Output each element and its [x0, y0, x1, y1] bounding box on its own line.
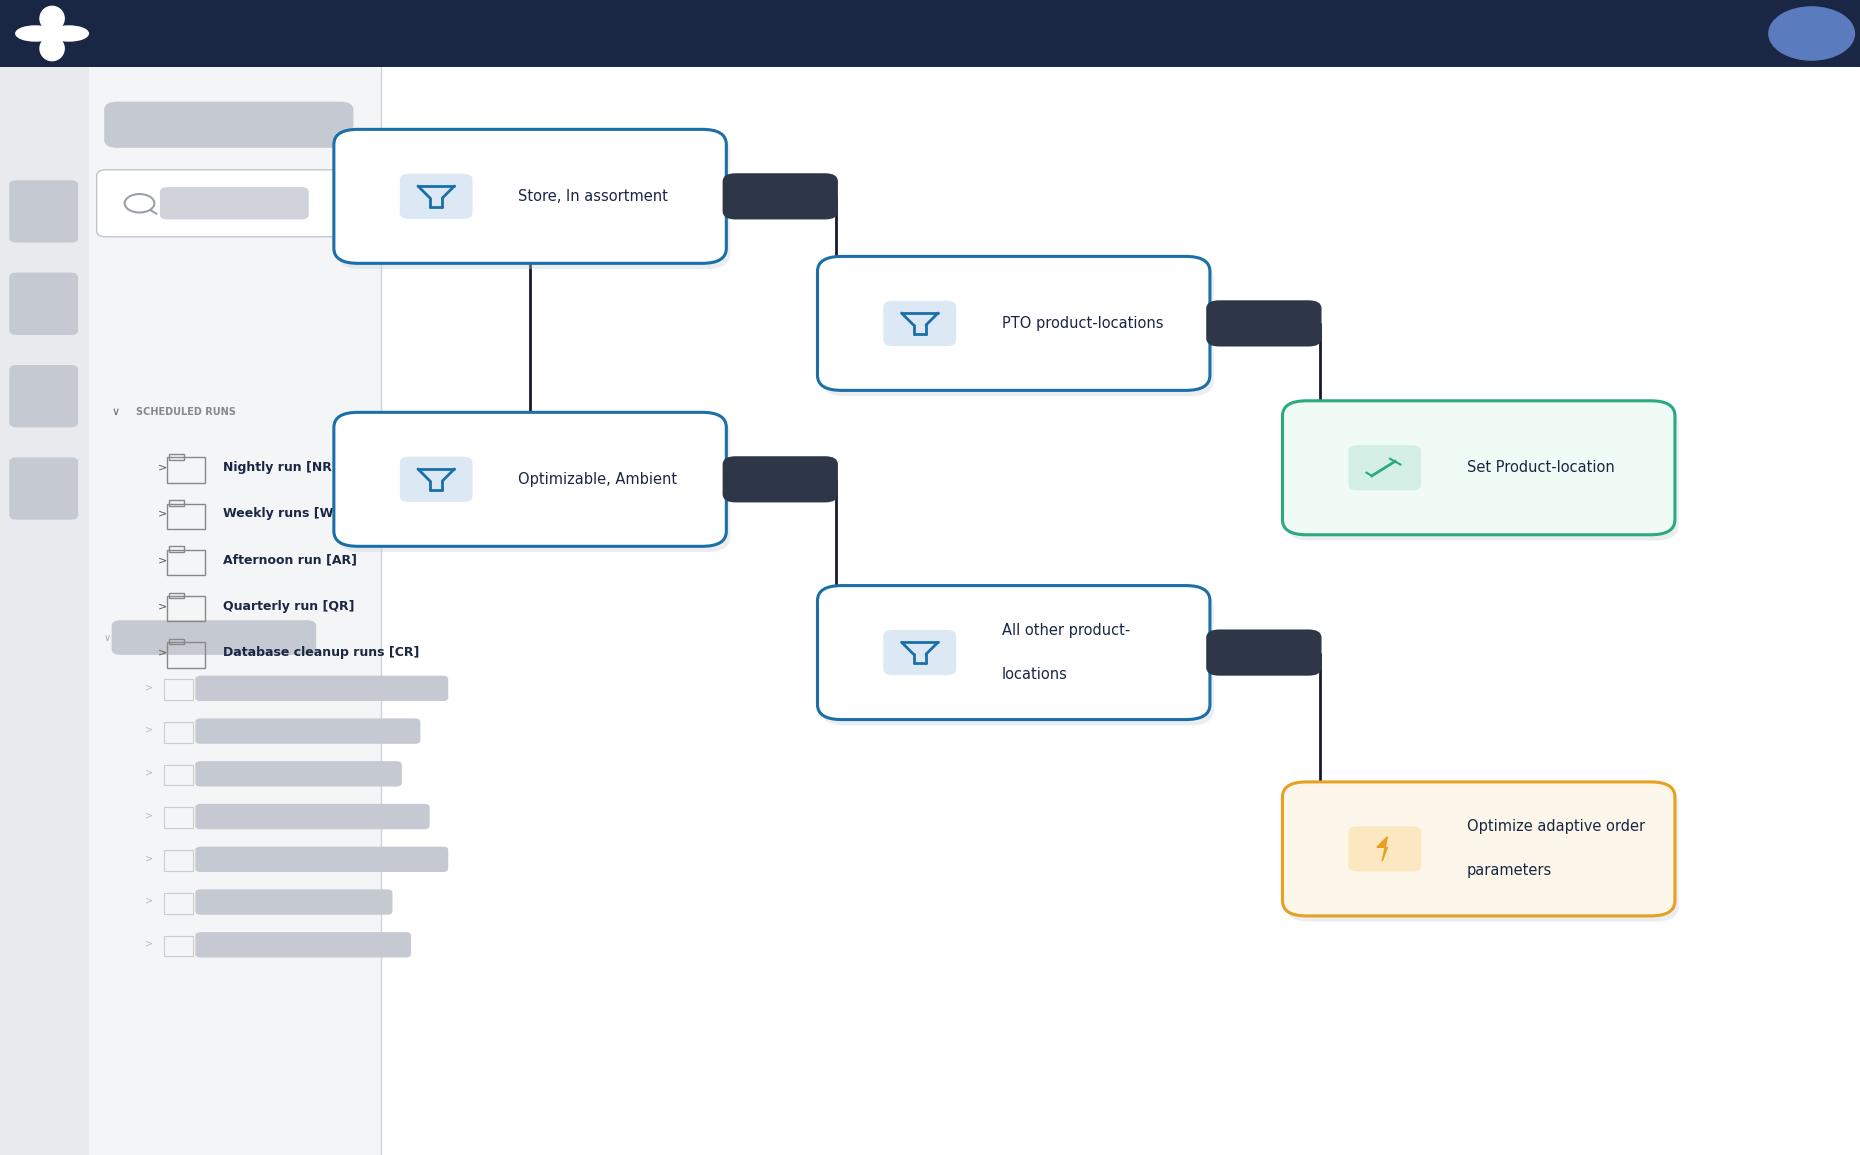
FancyBboxPatch shape — [820, 262, 1213, 396]
FancyBboxPatch shape — [1205, 629, 1322, 676]
Text: Weekly runs [WR]: Weekly runs [WR] — [223, 507, 350, 521]
Ellipse shape — [41, 6, 65, 31]
FancyBboxPatch shape — [195, 889, 392, 915]
Text: Set Product-location: Set Product-location — [1466, 461, 1614, 475]
FancyBboxPatch shape — [333, 412, 725, 546]
FancyBboxPatch shape — [884, 300, 956, 346]
FancyBboxPatch shape — [1205, 300, 1322, 346]
FancyBboxPatch shape — [0, 0, 1860, 67]
FancyBboxPatch shape — [818, 586, 1209, 720]
Ellipse shape — [50, 27, 89, 42]
FancyBboxPatch shape — [112, 620, 316, 655]
Text: >: > — [145, 725, 153, 735]
FancyBboxPatch shape — [195, 847, 448, 872]
FancyBboxPatch shape — [9, 365, 78, 427]
FancyBboxPatch shape — [160, 187, 309, 219]
Text: Database cleanup runs [CR]: Database cleanup runs [CR] — [223, 646, 420, 660]
FancyBboxPatch shape — [1285, 407, 1678, 541]
FancyBboxPatch shape — [195, 718, 420, 744]
FancyBboxPatch shape — [722, 456, 837, 502]
Text: >: > — [145, 768, 153, 777]
Text: Store, In assortment: Store, In assortment — [517, 189, 668, 203]
FancyBboxPatch shape — [195, 804, 430, 829]
Ellipse shape — [41, 36, 65, 60]
FancyBboxPatch shape — [820, 591, 1213, 725]
FancyBboxPatch shape — [195, 676, 448, 701]
FancyBboxPatch shape — [333, 129, 725, 263]
FancyBboxPatch shape — [195, 932, 411, 957]
FancyBboxPatch shape — [9, 273, 78, 335]
Text: locations: locations — [1001, 668, 1068, 681]
FancyBboxPatch shape — [104, 102, 353, 148]
FancyBboxPatch shape — [9, 180, 78, 243]
Circle shape — [1769, 7, 1854, 60]
Text: >: > — [145, 811, 153, 820]
Text: >: > — [158, 556, 167, 565]
Text: >: > — [158, 602, 167, 611]
Text: ∨: ∨ — [104, 633, 112, 642]
Polygon shape — [1376, 836, 1388, 862]
FancyBboxPatch shape — [884, 629, 956, 676]
Text: PTO product-locations: PTO product-locations — [1001, 316, 1162, 330]
Text: SCHEDULED RUNS: SCHEDULED RUNS — [136, 408, 236, 417]
FancyBboxPatch shape — [1348, 826, 1421, 872]
Text: >: > — [145, 939, 153, 948]
FancyBboxPatch shape — [400, 456, 472, 502]
FancyBboxPatch shape — [0, 67, 89, 1155]
Text: >: > — [145, 683, 153, 692]
FancyBboxPatch shape — [97, 170, 372, 237]
Text: >: > — [145, 896, 153, 906]
Text: >: > — [158, 509, 167, 519]
Text: >: > — [158, 463, 167, 472]
FancyBboxPatch shape — [195, 761, 402, 787]
FancyBboxPatch shape — [1348, 445, 1421, 491]
Text: >: > — [145, 854, 153, 863]
Text: parameters: parameters — [1466, 864, 1551, 878]
Text: Afternoon run [AR]: Afternoon run [AR] — [223, 553, 357, 567]
FancyBboxPatch shape — [381, 67, 1860, 1155]
Text: Quarterly run [QR]: Quarterly run [QR] — [223, 599, 355, 613]
FancyBboxPatch shape — [818, 256, 1209, 390]
FancyBboxPatch shape — [337, 418, 729, 552]
FancyBboxPatch shape — [722, 173, 837, 219]
FancyBboxPatch shape — [400, 173, 472, 219]
FancyBboxPatch shape — [89, 67, 381, 1155]
FancyBboxPatch shape — [1283, 782, 1674, 916]
FancyBboxPatch shape — [337, 135, 729, 269]
FancyBboxPatch shape — [1283, 401, 1674, 535]
Text: ∨: ∨ — [112, 408, 119, 417]
Text: Optimize adaptive order: Optimize adaptive order — [1466, 820, 1644, 834]
Text: Nightly run [NR]: Nightly run [NR] — [223, 461, 339, 475]
Ellipse shape — [17, 27, 56, 42]
FancyBboxPatch shape — [9, 457, 78, 520]
Text: All other product-: All other product- — [1001, 624, 1129, 638]
FancyBboxPatch shape — [1285, 788, 1678, 922]
Text: >: > — [158, 648, 167, 657]
Text: Optimizable, Ambient: Optimizable, Ambient — [517, 472, 677, 486]
